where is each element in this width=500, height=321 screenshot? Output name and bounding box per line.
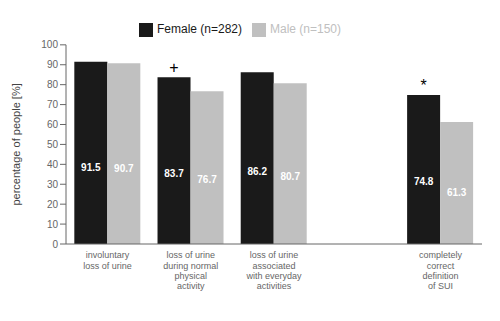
svg-text:40: 40 bbox=[47, 159, 59, 170]
svg-text:loss of urineassociatedwith ev: loss of urineassociatedwith everydayacti… bbox=[245, 250, 302, 291]
svg-text:86.2: 86.2 bbox=[247, 166, 267, 177]
svg-text:90: 90 bbox=[47, 59, 59, 70]
svg-text:completelycorrectdefinitionof: completelycorrectdefinitionof SUI bbox=[419, 250, 463, 291]
svg-text:80: 80 bbox=[47, 79, 59, 90]
svg-text:80.7: 80.7 bbox=[280, 171, 300, 182]
svg-text:61.3: 61.3 bbox=[447, 187, 467, 198]
svg-text:83.7: 83.7 bbox=[164, 168, 184, 179]
svg-text:+: + bbox=[169, 59, 178, 76]
svg-text:loss of urineduring normalphys: loss of urineduring normalphysicalactivi… bbox=[163, 250, 218, 291]
svg-text:60: 60 bbox=[47, 119, 59, 130]
html-text:Male (n=150): Male (n=150) bbox=[270, 22, 341, 36]
svg-text:90.7: 90.7 bbox=[114, 163, 134, 174]
svg-text:50: 50 bbox=[47, 139, 59, 150]
svg-text:*: * bbox=[421, 77, 427, 94]
svg-text:91.5: 91.5 bbox=[81, 162, 101, 173]
svg-text:74.8: 74.8 bbox=[414, 176, 434, 187]
svg-text:100: 100 bbox=[41, 39, 58, 50]
svg-text:30: 30 bbox=[47, 179, 59, 190]
svg-text:percentage of people [%]: percentage of people [%] bbox=[10, 83, 22, 205]
svg-text:10: 10 bbox=[47, 219, 59, 230]
svg-text:0: 0 bbox=[52, 239, 58, 250]
svg-text:20: 20 bbox=[47, 199, 59, 210]
svg-text:76.7: 76.7 bbox=[197, 174, 217, 185]
svg-text:70: 70 bbox=[47, 99, 59, 110]
html-text:Female (n=282): Female (n=282) bbox=[157, 22, 242, 36]
svg-text:involuntaryloss of urine: involuntaryloss of urine bbox=[83, 250, 132, 270]
